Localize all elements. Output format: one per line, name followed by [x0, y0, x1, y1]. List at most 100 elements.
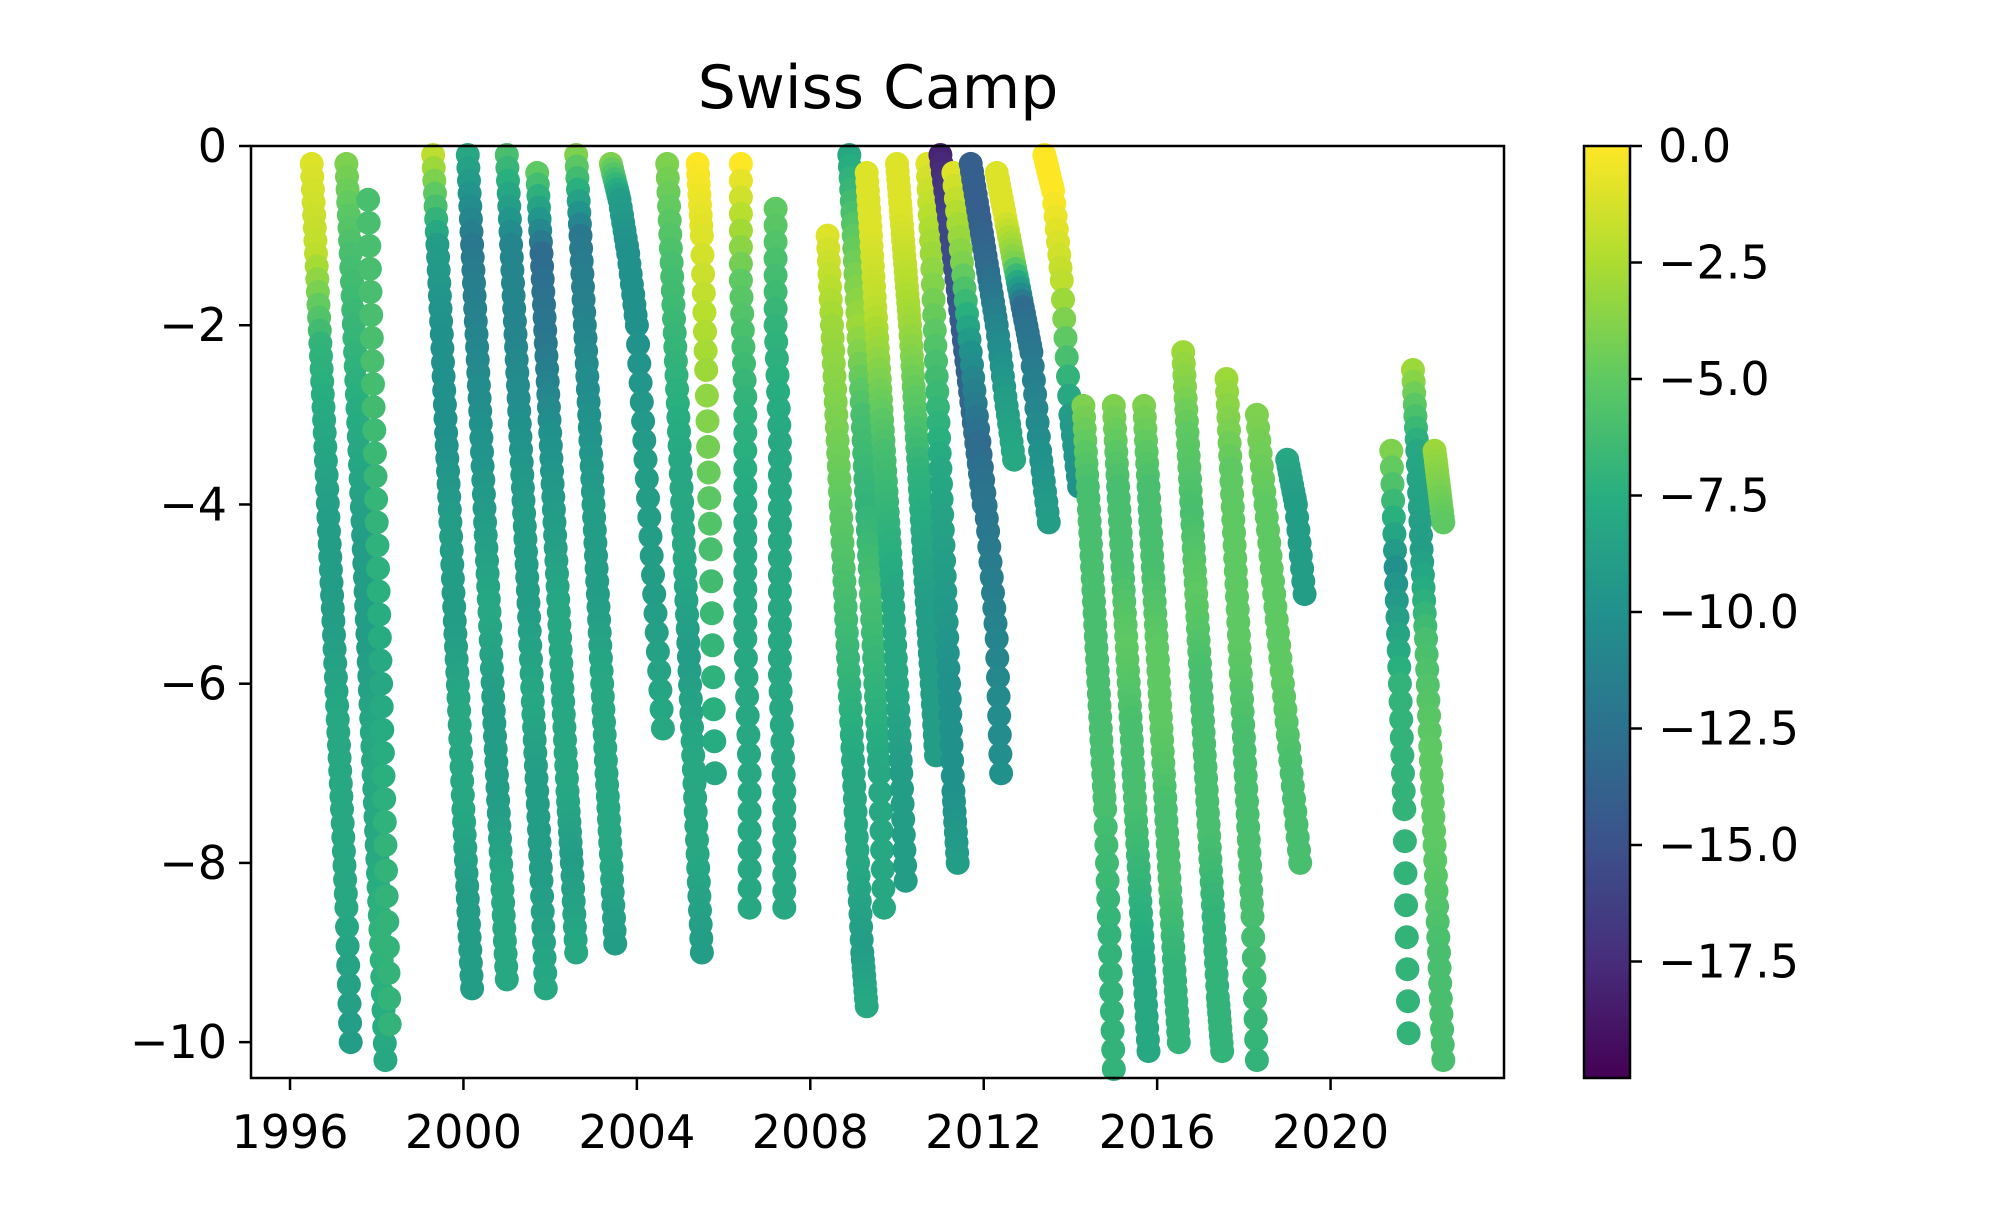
scatter-point [371, 763, 396, 788]
scatter-point [1240, 904, 1265, 929]
scatter-point [1099, 999, 1124, 1024]
scatter-point [699, 601, 724, 626]
scatter-point [767, 612, 792, 637]
y-axis: 0 −2 −4 −6 −8 −10 [130, 119, 251, 1069]
scatter-series-20 [941, 160, 1014, 786]
y-tick-label: −8 [159, 836, 227, 890]
scatter-point [736, 722, 761, 747]
scatter-point [375, 909, 400, 934]
scatter-point [369, 694, 394, 719]
scatter-point [494, 967, 519, 992]
colorbar-tick-label: −15.0 [1658, 818, 1799, 872]
scatter-point [737, 838, 762, 863]
scatter-point [1390, 743, 1415, 768]
scatter-point [772, 879, 797, 904]
scatter-point [366, 579, 391, 604]
scatter-point [1243, 986, 1267, 1011]
colorbar-tick-label: −2.5 [1658, 236, 1770, 290]
scatter-point [728, 201, 753, 226]
x-tick-label: 1996 [231, 1105, 348, 1159]
scatter-point [1095, 868, 1120, 893]
scatter-point [767, 579, 792, 604]
scatter-series-9 [598, 151, 675, 741]
colorbar-tick-label: −7.5 [1658, 469, 1770, 523]
plot-area [299, 143, 1456, 1081]
scatter-point [377, 986, 402, 1011]
scatter-point [334, 895, 359, 920]
scatter-series-14 [815, 223, 879, 1019]
scatter-point [629, 390, 654, 414]
scatter-series-21 [958, 151, 1027, 472]
scatter-point [701, 665, 726, 690]
scatter-point [357, 256, 382, 281]
scatter-point [460, 976, 485, 1001]
scatter-point [366, 556, 390, 581]
scatter-point [767, 596, 792, 621]
scatter-point [733, 474, 758, 499]
scatter-point [767, 496, 792, 521]
scatter-point [1394, 925, 1419, 950]
scatter-point [893, 868, 918, 893]
scatter-point [868, 780, 893, 805]
scatter-point [767, 529, 792, 554]
x-tick-label: 2012 [925, 1105, 1042, 1159]
scatter-point [988, 742, 1013, 767]
scatter-point [1387, 671, 1412, 696]
scatter-point [867, 761, 892, 786]
scatter-point [338, 1011, 363, 1035]
scatter-point [772, 895, 797, 920]
scatter-point [1396, 989, 1420, 1014]
scatter-point [647, 658, 672, 683]
scatter-point [634, 466, 659, 491]
scatter-point [868, 799, 893, 824]
scatter-point [737, 818, 762, 843]
scatter-point [376, 961, 401, 985]
scatter-point [364, 510, 389, 535]
scatter-point [639, 543, 664, 568]
scatter-point [336, 953, 361, 978]
scatter-point [737, 799, 762, 824]
x-tick-label: 2020 [1272, 1105, 1389, 1159]
scatter-point [641, 562, 665, 587]
scatter-point [1394, 893, 1419, 918]
scatter-point [1210, 1039, 1235, 1064]
scatter-point [984, 626, 1009, 651]
scatter-point [767, 646, 792, 671]
colorbar-axis: 0.0 −2.5 −5.0 −7.5 −10.0 −12.5 −15.0 −17.5 [1630, 119, 1799, 989]
scatter-point [772, 779, 797, 804]
scatter-point [735, 703, 760, 728]
scatter-point [772, 812, 797, 837]
y-tick-label: −10 [130, 1015, 227, 1069]
scatter-point [637, 505, 662, 530]
scatter-point [1243, 1007, 1268, 1032]
scatter-point [733, 543, 758, 568]
scatter-point [1097, 922, 1122, 947]
scatter-point [1056, 364, 1080, 389]
scatter-point [636, 486, 660, 511]
scatter-point [1389, 725, 1414, 750]
scatter-point [1053, 326, 1078, 350]
scatter-point [772, 845, 797, 870]
scatter-point [631, 409, 656, 434]
scatter-point [772, 795, 797, 820]
scatter-point [701, 697, 726, 722]
scatter-point [368, 648, 393, 673]
scatter-point [692, 300, 717, 325]
scatter-point [564, 940, 589, 965]
scatter-point [733, 610, 758, 635]
scatter-point [1099, 980, 1124, 1005]
scatter-point [1036, 510, 1061, 535]
scatter-point [645, 639, 670, 664]
scatter-point [728, 251, 753, 276]
scatter-point [1392, 829, 1417, 854]
colorbar-tick-label: −12.5 [1658, 702, 1799, 756]
scatter-point [763, 230, 788, 254]
scatter-series-31 [1379, 438, 1421, 1046]
scatter-series-30 [1275, 447, 1317, 607]
scatter-point [763, 279, 788, 304]
scatter-point [337, 991, 362, 1016]
scatter-point [728, 151, 753, 176]
scatter-series-26 [1132, 393, 1191, 1055]
scatter-point [693, 338, 718, 363]
y-tick-label: −6 [159, 657, 227, 711]
